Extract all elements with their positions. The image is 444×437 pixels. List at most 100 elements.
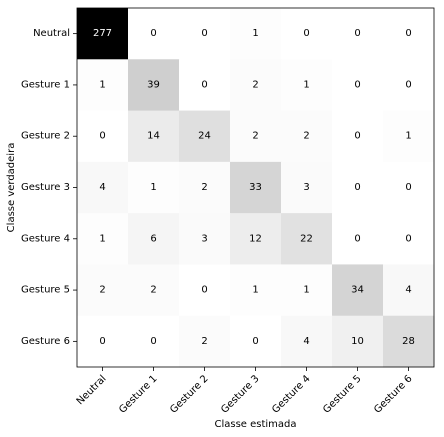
heatmap-cell [128, 264, 180, 317]
cell-value-label: 0 [405, 233, 411, 244]
heatmap-cell [179, 110, 231, 163]
x-axis-label: Classe estimada [214, 419, 296, 430]
cell-value-label: 1 [252, 285, 258, 296]
cell-value-label: 4 [303, 336, 309, 347]
heatmap-cell [128, 315, 180, 368]
heatmap-cell [332, 59, 384, 112]
heatmap-cell [230, 213, 282, 265]
heatmap-cell [179, 213, 231, 265]
cell-value-label: 2 [252, 79, 258, 90]
heatmap-cell [332, 161, 384, 214]
heatmap-cell [332, 213, 384, 265]
cell-value-label: 0 [354, 131, 360, 142]
heatmap-cell [77, 161, 129, 214]
heatmap-cell [77, 315, 129, 368]
x-tick-label: Gesture 6 [372, 373, 414, 415]
y-tick-label: Gesture 2 [21, 131, 70, 142]
heatmap-cell [383, 161, 435, 214]
heatmap-cell [179, 59, 231, 112]
cell-value-label: 0 [201, 79, 207, 90]
heatmap-cell [281, 315, 333, 368]
cell-value-label: 1 [303, 285, 309, 296]
heatmap-cell [281, 8, 333, 60]
heatmap-cell [179, 315, 231, 368]
heatmap-cell [332, 264, 384, 317]
heatmap-cell [230, 264, 282, 317]
cell-value-label: 22 [300, 233, 313, 244]
cell-value-label: 0 [252, 336, 258, 347]
heatmap-cell [128, 213, 180, 265]
heatmap-cell [128, 59, 180, 112]
heatmap-cell [230, 110, 282, 163]
heatmap-cell [77, 110, 129, 163]
cell-value-label: 1 [150, 182, 156, 193]
cell-value-label: 2 [201, 182, 207, 193]
cell-value-label: 2 [150, 285, 156, 296]
heatmap-cell [179, 161, 231, 214]
heatmap-cell [383, 264, 435, 317]
cell-value-label: 39 [147, 79, 160, 90]
cell-value-label: 14 [147, 131, 160, 142]
cell-value-label: 0 [150, 336, 156, 347]
y-tick-label: Neutral [33, 28, 70, 39]
heatmap-cell [77, 213, 129, 265]
heatmap-cell [383, 213, 435, 265]
heatmap-cell [128, 161, 180, 214]
heatmap-cell [281, 264, 333, 317]
cell-value-label: 2 [252, 131, 258, 142]
heatmap-cell [230, 161, 282, 214]
cell-value-label: 3 [201, 233, 207, 244]
x-tick-label: Neutral [75, 373, 109, 407]
cell-value-label: 1 [99, 79, 105, 90]
cell-value-label: 2 [201, 336, 207, 347]
y-tick-label: Gesture 1 [21, 79, 70, 90]
cell-value-label: 4 [405, 285, 411, 296]
cell-value-label: 0 [354, 28, 360, 39]
x-tick-label: Gesture 5 [321, 373, 363, 415]
cell-value-label: 33 [249, 182, 262, 193]
heatmap-cell [77, 264, 129, 317]
heatmap-cell [230, 315, 282, 368]
cell-value-label: 2 [99, 285, 105, 296]
heatmap-cell [230, 8, 282, 60]
cell-value-label: 4 [99, 182, 105, 193]
cell-value-label: 0 [201, 285, 207, 296]
heatmap-cell [383, 8, 435, 60]
x-tick-label: Gesture 4 [270, 373, 312, 415]
cell-value-label: 0 [354, 233, 360, 244]
cell-value-label: 0 [201, 28, 207, 39]
cell-value-label: 1 [252, 28, 258, 39]
cell-value-label: 6 [150, 233, 156, 244]
cell-value-label: 24 [198, 131, 211, 142]
cell-value-label: 1 [405, 131, 411, 142]
cell-value-label: 12 [249, 233, 262, 244]
x-tick-label: Gesture 2 [168, 373, 210, 415]
cell-value-label: 277 [93, 28, 112, 39]
heatmap-cell [128, 110, 180, 163]
heatmap-cell [281, 213, 333, 265]
cell-value-label: 0 [150, 28, 156, 39]
cell-value-label: 0 [405, 28, 411, 39]
heatmap-cell [281, 161, 333, 214]
y-tick-label: Gesture 6 [21, 336, 70, 347]
heatmap-cell [332, 8, 384, 60]
heatmap-cell [281, 59, 333, 112]
cell-value-label: 0 [405, 79, 411, 90]
y-tick-label: Gesture 4 [21, 233, 70, 244]
y-tick-label: Gesture 3 [21, 182, 70, 193]
cell-value-label: 0 [405, 182, 411, 193]
heatmap-cell [179, 8, 231, 60]
cell-value-label: 0 [354, 79, 360, 90]
y-tick-label: Gesture 5 [21, 285, 70, 296]
cell-value-label: 10 [351, 336, 364, 347]
heatmap-cell [179, 264, 231, 317]
x-tick-label: Gesture 1 [117, 373, 159, 415]
cell-value-label: 34 [351, 285, 364, 296]
heatmap-cell [77, 59, 129, 112]
cell-value-label: 0 [99, 336, 105, 347]
heatmap-cell [383, 110, 435, 163]
cell-value-label: 0 [303, 28, 309, 39]
cell-value-label: 28 [402, 336, 415, 347]
